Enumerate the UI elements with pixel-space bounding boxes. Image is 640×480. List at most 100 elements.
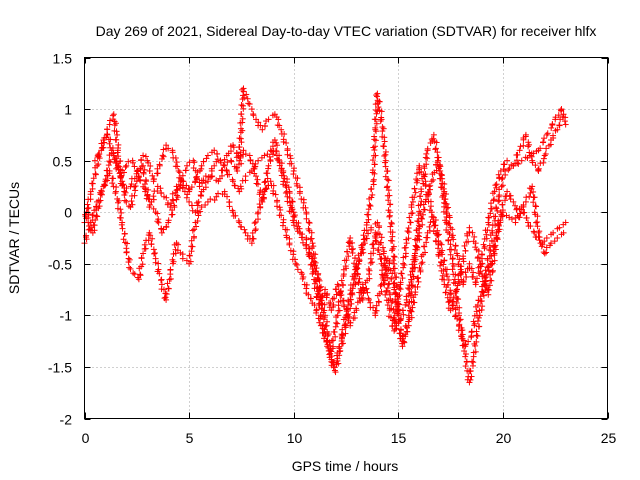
data-point (204, 196, 218, 205)
data-point (230, 142, 240, 161)
data-point (186, 223, 200, 267)
y-tick-label: -2 (60, 412, 73, 428)
x-axis-title: GPS time / hours (292, 458, 399, 474)
data-point (328, 286, 340, 314)
data-point (154, 183, 165, 197)
data-point (384, 255, 398, 291)
data-point (409, 233, 423, 272)
data-point (98, 134, 110, 154)
data-point (211, 147, 221, 163)
data-point (466, 224, 478, 245)
data-point (267, 178, 281, 204)
data-point (491, 171, 503, 195)
data-point (504, 188, 514, 203)
data-point (403, 201, 416, 247)
data-point (466, 358, 477, 386)
data-point (259, 118, 270, 133)
data-point (169, 147, 181, 170)
data-point (114, 162, 128, 192)
y-tick-label: 1 (64, 102, 72, 118)
data-point (468, 303, 481, 339)
data-point (491, 211, 505, 257)
data-point (303, 235, 315, 268)
data-point (462, 334, 475, 350)
data-point (286, 240, 299, 263)
data-point (167, 241, 179, 278)
data-point (196, 177, 207, 190)
data-point (415, 201, 428, 236)
data-point (466, 260, 479, 286)
data-point (198, 155, 210, 169)
y-tick-label: -0.5 (48, 257, 72, 273)
data-point (127, 183, 139, 211)
data-point (428, 161, 440, 185)
series-track-d (83, 111, 567, 329)
data-point (235, 86, 248, 164)
data-point (447, 224, 459, 253)
data-point (158, 223, 170, 236)
data-point (416, 162, 428, 180)
x-tick-label: 0 (82, 430, 90, 446)
y-tick-label: -1.5 (48, 360, 72, 376)
data-point (346, 235, 359, 270)
data-point (560, 111, 567, 118)
data-point (391, 286, 404, 323)
data-point (91, 151, 102, 164)
data-point (518, 154, 531, 164)
data-point (106, 116, 117, 128)
data-point (489, 197, 503, 236)
data-point (240, 147, 249, 158)
data-point (334, 281, 347, 304)
data-point (236, 219, 248, 233)
data-point (405, 294, 418, 329)
data-point (510, 198, 521, 219)
data-point (382, 157, 394, 214)
y-axis-title: SDTVAR / TECUs (6, 182, 22, 294)
data-point (179, 255, 190, 264)
data-point (322, 332, 334, 353)
x-tick-label: 20 (496, 430, 512, 446)
data-point (140, 232, 152, 257)
data-point (265, 139, 277, 169)
data-point (377, 116, 389, 160)
y-tick-label: 1.5 (53, 51, 73, 67)
data-point (485, 190, 498, 226)
data-point (173, 240, 186, 258)
x-tick-label: 10 (287, 430, 303, 446)
data-point (162, 275, 174, 303)
data-point (135, 173, 148, 192)
data-point (443, 219, 456, 263)
data-point (309, 265, 323, 307)
data-point (299, 271, 310, 297)
data-point (399, 324, 411, 345)
data-point (271, 111, 283, 129)
data-point (140, 162, 154, 208)
data-point (340, 302, 354, 326)
data-point (535, 229, 547, 256)
data-point (497, 161, 508, 174)
data-point (322, 286, 334, 311)
tick-labels: -2 -1.5 -1 -0.5 0 0.5 1 1.5 0 5 10 15 20 25 (48, 51, 617, 447)
data-point (284, 147, 297, 172)
data-point (378, 257, 390, 288)
data-point (290, 167, 303, 191)
plot-frame (84, 57, 608, 419)
data-point (330, 349, 341, 370)
y-tick-label: 0.5 (53, 154, 73, 170)
data-point (284, 193, 297, 224)
data-point (373, 90, 385, 121)
data-point (121, 185, 130, 195)
data-point (355, 241, 367, 267)
data-point (89, 203, 103, 236)
data-point (127, 170, 140, 190)
data-point (118, 219, 131, 247)
data-point (150, 165, 161, 185)
chart-title: Day 269 of 2021, Sidereal Day-to-day VTE… (96, 23, 597, 39)
x-tick-label: 15 (391, 430, 407, 446)
data-point (418, 234, 431, 267)
data-point (428, 209, 442, 248)
data-point (233, 151, 247, 174)
data-point (422, 182, 434, 205)
data-points (81, 85, 569, 386)
data-point (296, 188, 309, 211)
